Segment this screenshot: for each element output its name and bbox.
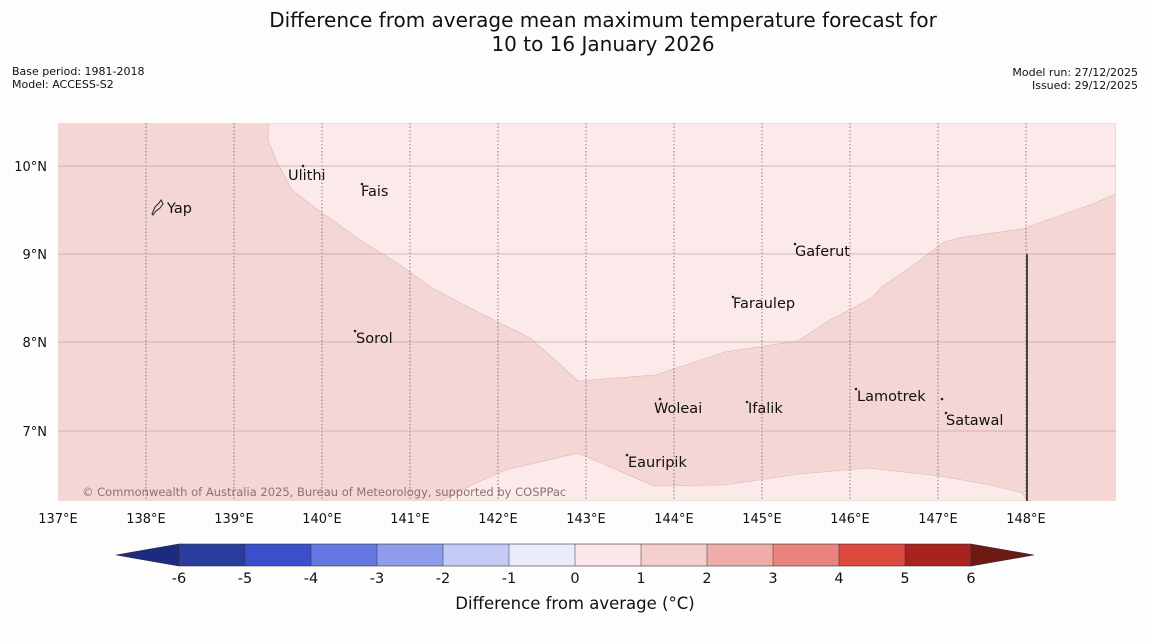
lon-tick: 138°E [126, 512, 166, 527]
colorbar-tick: 2 [702, 571, 711, 587]
colorbar-tick: -4 [304, 571, 318, 587]
colorbar-tick: 6 [966, 571, 975, 587]
colorbar-bin [575, 544, 641, 566]
place-label-woleai: Woleai [654, 401, 702, 417]
colorbar-tick: 4 [834, 571, 843, 587]
colorbar-over-triangle [970, 543, 1035, 567]
colorbar-bin [311, 544, 377, 566]
lon-tick: 148°E [1006, 512, 1046, 527]
colorbar-bin [443, 544, 509, 566]
colorbar-tick: 1 [636, 571, 645, 587]
place-label-lamotrek: Lamotrek [857, 389, 926, 405]
title-line-2: 10 to 16 January 2026 [491, 32, 715, 56]
colorbar-tick: 5 [900, 571, 909, 587]
colorbar-tick: -2 [436, 571, 450, 587]
lon-tick: 139°E [214, 512, 254, 527]
colorbar-tick: -1 [502, 571, 516, 587]
copyright-text: © Commonwealth of Australia 2025, Bureau… [82, 485, 566, 499]
lon-tick: 141°E [390, 512, 430, 527]
colorbar-tick-labels: -6 -5 -4 -3 -2 -1 0 1 2 3 4 5 6 [172, 571, 976, 587]
place-label-fais: Fais [361, 184, 388, 200]
place-label-yap: Yap [166, 201, 192, 217]
place-label-ifalik: Ifalik [748, 401, 783, 417]
gridlines [145, 123, 1027, 501]
lon-tick: 137°E [38, 512, 78, 527]
colorbar-tick: -3 [370, 571, 384, 587]
lat-gridlines [58, 165, 1116, 432]
lon-tick: 147°E [918, 512, 958, 527]
island-outlines [151, 164, 948, 457]
colorbar-tick: 0 [570, 571, 579, 587]
colorbar-bin [707, 544, 773, 566]
place-label-ulithi: Ulithi [288, 168, 326, 184]
yap-island-shape [151, 199, 164, 216]
place-labels: Yap Ulithi Fais Gaferut Faraulep Sorol L… [166, 168, 1003, 471]
lon-tick: 140°E [302, 512, 342, 527]
place-label-satawal: Satawal [946, 413, 1003, 429]
lon-tick: 143°E [566, 512, 606, 527]
map-area: Yap Ulithi Fais Gaferut Faraulep Sorol L… [58, 123, 1116, 501]
lon-tick: 142°E [478, 512, 518, 527]
colorbar-tick: -5 [238, 571, 252, 587]
colorbar-under-triangle [115, 543, 180, 567]
title-line-1: Difference from average mean maximum tem… [269, 8, 937, 32]
colorbar-bin [377, 544, 443, 566]
colorbar-bin [179, 544, 245, 566]
region-0-to-1-south [439, 452, 1029, 501]
colorbar-bin [245, 544, 311, 566]
lat-tick: 8°N [23, 336, 48, 351]
colorbar-tick: 3 [768, 571, 777, 587]
colorbar-dividers [244, 544, 906, 566]
colorbar-bin [773, 544, 839, 566]
model-text: Model: ACCESS-S2 [12, 78, 114, 91]
place-label-eauripik: Eauripik [628, 455, 687, 471]
colorbar-bin [509, 544, 575, 566]
base-period-text: Base period: 1981-2018 [12, 65, 145, 78]
place-label-faraulep: Faraulep [733, 296, 795, 312]
chart-title: Difference from average mean maximum tem… [0, 8, 1150, 56]
colorbar-tick: -6 [172, 571, 186, 587]
colorbar-bin [905, 544, 971, 566]
colorbar-bin [641, 544, 707, 566]
place-label-gaferut: Gaferut [795, 244, 850, 260]
lat-tick: 9°N [23, 248, 48, 263]
place-label-sorol: Sorol [356, 331, 393, 347]
model-run-text: Model run: 27/12/2025 [1012, 66, 1138, 79]
colorbar-label: Difference from average (°C) [455, 594, 695, 613]
issued-text: Issued: 29/12/2025 [1031, 79, 1138, 92]
lat-tick: 10°N [14, 160, 47, 175]
region-0-to-1-north [267, 123, 1116, 382]
colorbar: -6 -5 -4 -3 -2 -1 0 1 2 3 4 5 6 [115, 543, 1035, 587]
lat-tick: 7°N [23, 425, 48, 440]
lon-tick: 146°E [830, 512, 870, 527]
lon-tick-labels: 137°E 138°E 139°E 140°E 141°E 142°E 143°… [38, 512, 1046, 527]
lon-tick: 144°E [654, 512, 694, 527]
meta-right: Model run: 27/12/2025 Issued: 29/12/2025 [1012, 66, 1138, 92]
lat-tick-labels: 10°N 9°N 8°N 7°N [14, 160, 47, 440]
colorbar-bin [839, 544, 905, 566]
meta-left: Base period: 1981-2018 Model: ACCESS-S2 [12, 65, 144, 91]
lon-tick: 145°E [742, 512, 782, 527]
